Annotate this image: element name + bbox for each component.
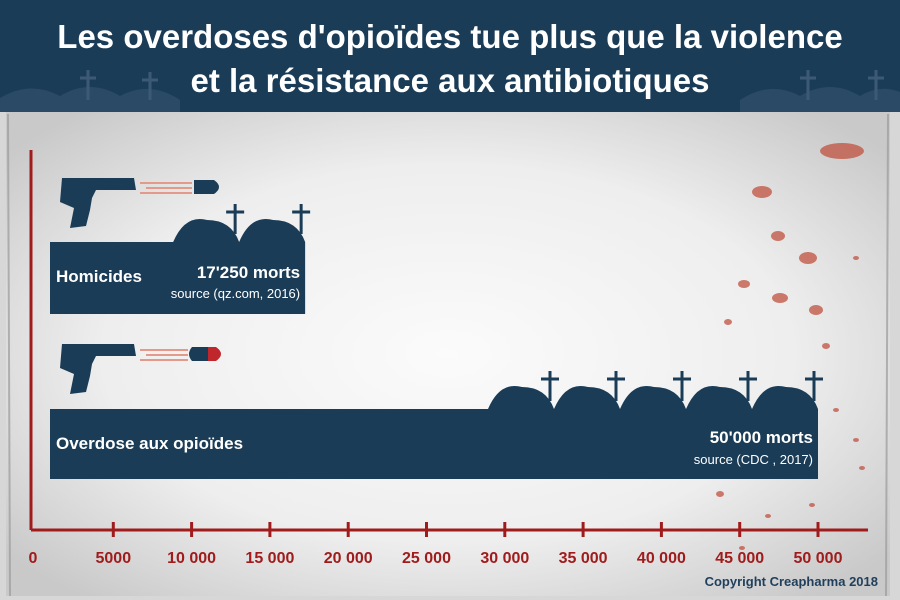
title-line-2: et la résistance aux antibiotiques <box>190 62 709 99</box>
pill-bullet-icon <box>140 347 221 361</box>
x-tick-label: 40 000 <box>637 550 686 567</box>
x-tick-label: 0 <box>29 550 38 567</box>
bar-value-label: 50'000 morts <box>710 428 813 447</box>
bar-category-label: Overdose aux opioïdes <box>56 434 243 453</box>
grave-mound <box>686 385 752 409</box>
x-axis-ticks: 0 5000 10 000 15 000 20 000 25 000 30 000 35 00… <box>29 522 843 567</box>
grave-mound <box>488 385 554 409</box>
x-tick-label: 10 000 <box>167 550 216 567</box>
grave-mound <box>173 218 240 242</box>
x-tick-label: 45 000 <box>715 550 764 567</box>
bar-source-label: source (CDC , 2017) <box>694 452 813 467</box>
title-line-1: Les overdoses d'opioïdes tue plus que la… <box>57 18 842 55</box>
copyright-text: Copyright Creapharma 2018 <box>705 574 878 589</box>
title-banner: Les overdoses d'opioïdes tue plus que la… <box>0 0 900 112</box>
grave-mound <box>239 218 306 242</box>
bullet-icon <box>140 180 219 194</box>
x-tick-label: 15 000 <box>245 550 294 567</box>
panel-background <box>6 112 890 596</box>
bar-value-label: 17'250 morts <box>197 263 300 282</box>
bar-source-label: source (qz.com, 2016) <box>171 286 300 301</box>
bar-homicides <box>50 242 306 314</box>
panel-frame <box>7 113 889 597</box>
grave-mound <box>620 385 686 409</box>
x-tick-label: 5000 <box>96 550 132 567</box>
x-tick-label: 35 000 <box>559 550 608 567</box>
bar-opioid-overdose <box>50 409 818 479</box>
bar-category-label: Homicides <box>56 267 142 286</box>
axis-lines <box>29 150 868 532</box>
x-tick-label: 20 000 <box>324 550 373 567</box>
bars: Homicides 17'250 morts source (qz.com, 201… <box>50 204 823 479</box>
grave-mound <box>554 385 620 409</box>
pistol-icon <box>60 178 136 228</box>
graves-group <box>488 371 823 409</box>
banner-graves-decoration <box>0 70 900 112</box>
x-tick-label: 30 000 <box>480 550 529 567</box>
pistol-icon <box>60 344 136 394</box>
blood-splatter-icon <box>716 143 865 550</box>
x-tick-label: 50 000 <box>794 550 843 567</box>
grave-mound <box>752 385 818 409</box>
graves-group <box>173 204 311 242</box>
x-tick-label: 25 000 <box>402 550 451 567</box>
